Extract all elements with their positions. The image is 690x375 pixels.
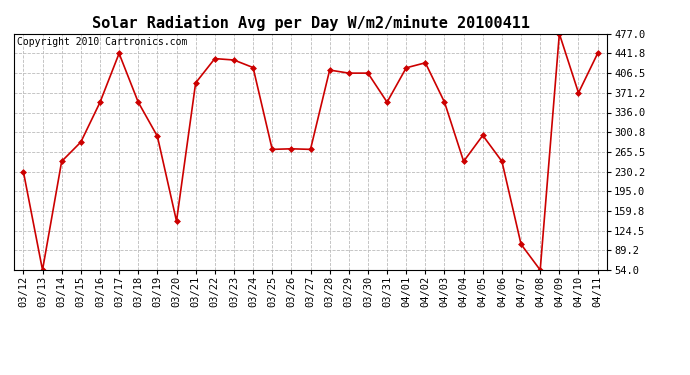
Title: Solar Radiation Avg per Day W/m2/minute 20100411: Solar Radiation Avg per Day W/m2/minute … [92,15,529,31]
Text: Copyright 2010 Cartronics.com: Copyright 2010 Cartronics.com [17,37,187,47]
